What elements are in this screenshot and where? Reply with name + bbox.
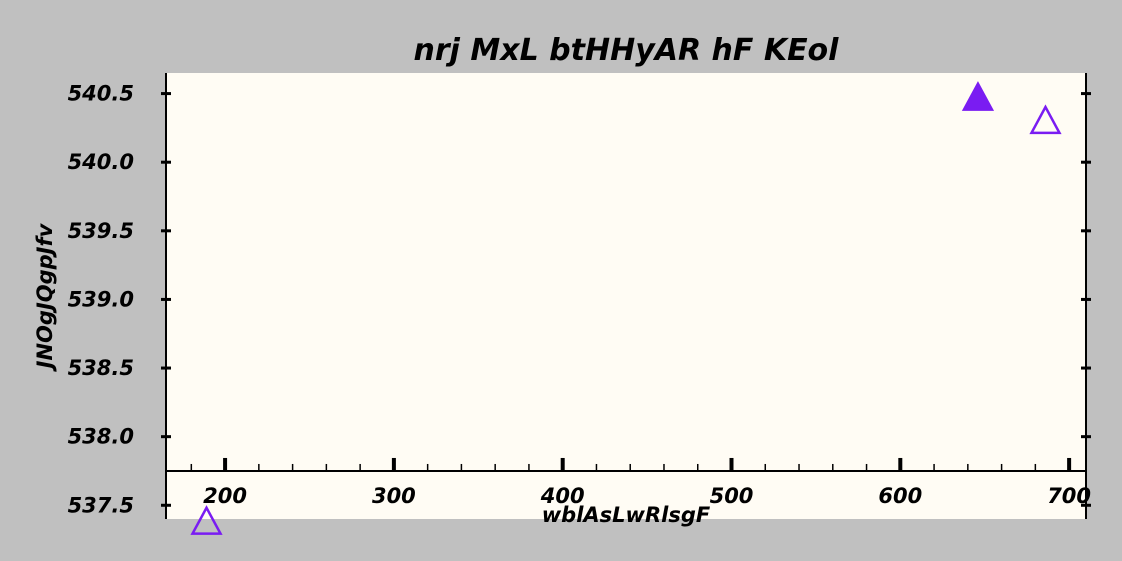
y-axis: 537.5 538.0 538.5 539.0 539.5 540.0 540.5 bbox=[68, 82, 1091, 517]
data-point bbox=[190, 505, 223, 535]
y-axis-label: JNOgJQgpJfv bbox=[33, 222, 57, 372]
data-points bbox=[190, 81, 1062, 535]
x-tick-label: 200 bbox=[203, 484, 247, 508]
y-tick-label: 539.5 bbox=[68, 219, 134, 243]
x-tick-label: 300 bbox=[372, 484, 416, 508]
chart-title: nrj MxL btHHyAR hF KEol bbox=[414, 33, 840, 68]
plot-frame bbox=[165, 73, 1087, 519]
x-tick-label: 600 bbox=[878, 484, 922, 508]
x-axis: 200 300 400 500 600 700 bbox=[166, 457, 1091, 508]
plot-area bbox=[166, 73, 1086, 519]
y-tick-label: 540.0 bbox=[68, 150, 134, 174]
y-tick-label: 538.5 bbox=[68, 356, 134, 380]
y-tick-label: 538.0 bbox=[68, 425, 134, 449]
y-tick-label: 537.5 bbox=[68, 493, 134, 517]
data-point bbox=[961, 81, 995, 111]
x-tick-label: 500 bbox=[710, 484, 754, 508]
y-tick-label: 539.0 bbox=[68, 287, 134, 311]
data-point bbox=[1029, 104, 1062, 135]
x-axis-label: wblAsLwRlsgF bbox=[542, 503, 711, 527]
x-tick-label: 400 bbox=[540, 484, 585, 508]
y-tick-label: 540.5 bbox=[68, 82, 134, 106]
